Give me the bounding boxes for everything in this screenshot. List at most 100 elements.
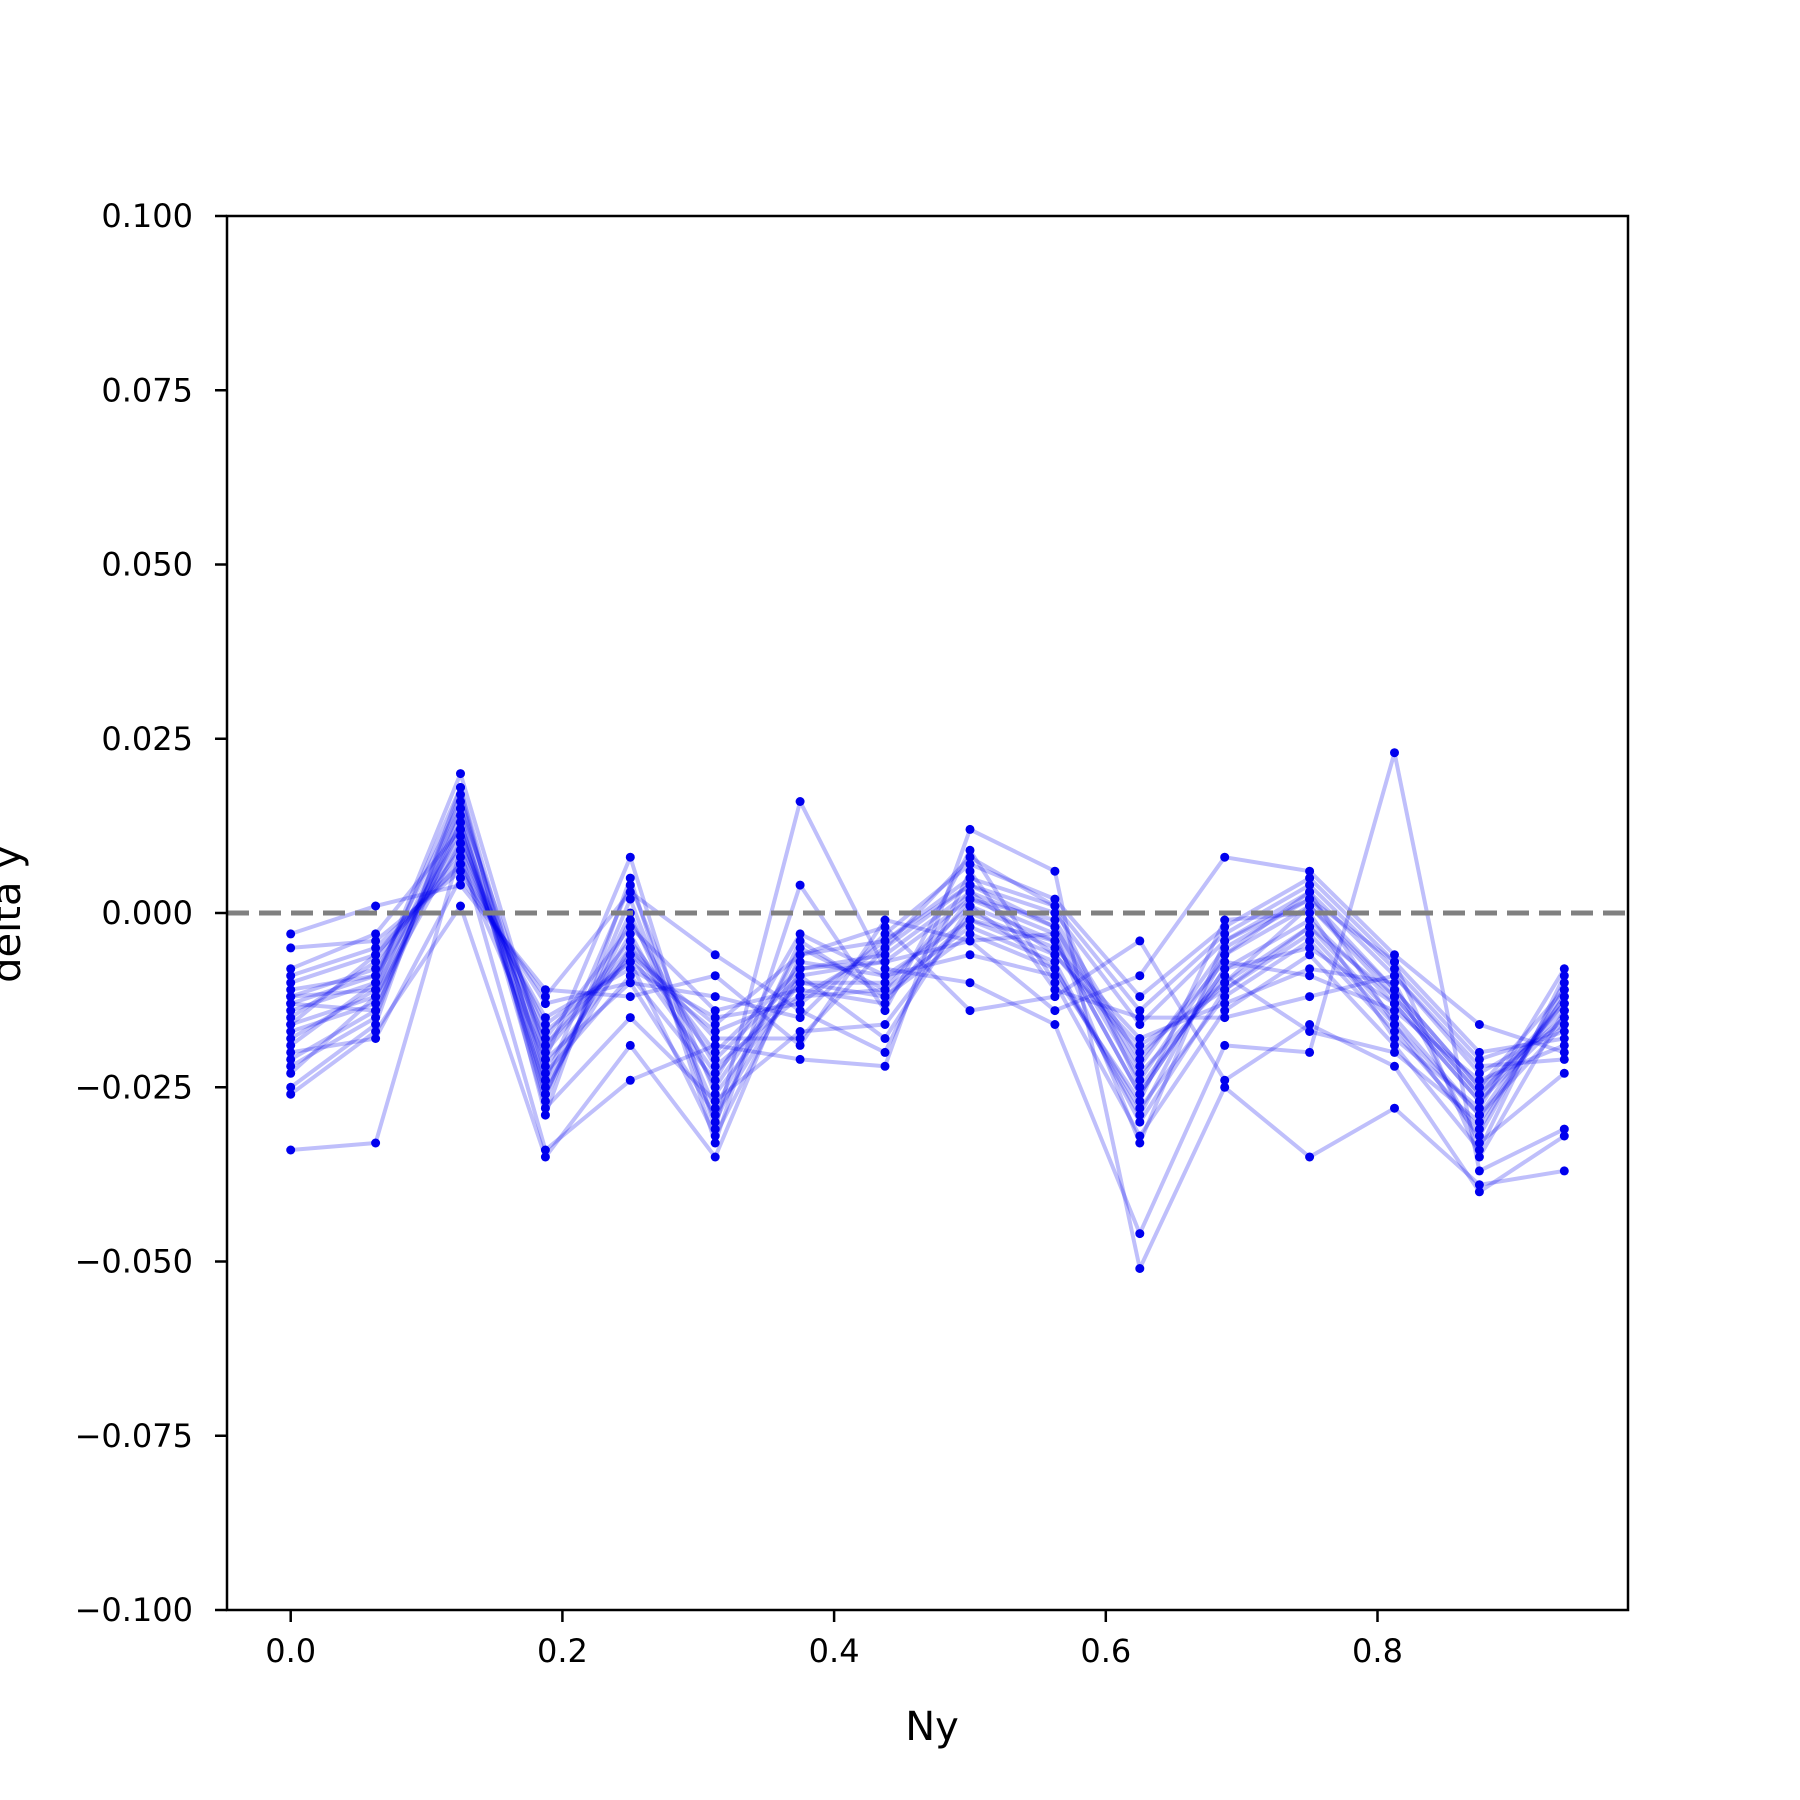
data-point-6-6 <box>710 1138 720 1148</box>
data-point-21-10 <box>1050 950 1060 960</box>
data-point-21-9 <box>965 887 975 897</box>
data-point-11-6 <box>710 1103 720 1113</box>
data-point-8-4 <box>540 1145 550 1155</box>
series-line-2 <box>290 827 1566 1118</box>
data-point-4-15 <box>1474 1124 1484 1134</box>
data-point-4-5 <box>625 894 635 904</box>
data-point-4-14 <box>1390 1027 1399 1036</box>
series-line-14 <box>289 904 1566 1194</box>
data-point-17-3 <box>456 797 465 806</box>
data-point-5-8 <box>880 929 890 939</box>
data-point-5-2 <box>371 936 381 946</box>
data-point-22-8 <box>880 1034 890 1043</box>
data-point-15-4 <box>540 1103 550 1113</box>
y-tick-label: 0.025 <box>101 720 193 758</box>
data-point-18-8 <box>880 1047 890 1057</box>
data-point-23-9 <box>965 880 975 890</box>
data-point-17-1 <box>286 985 296 995</box>
data-point-16-13 <box>1305 971 1315 981</box>
series-line-11 <box>289 792 1567 1138</box>
data-point-4-7 <box>795 936 805 946</box>
x-tick-label: 0.6 <box>1080 1632 1131 1670</box>
data-point-20-12 <box>1220 936 1230 946</box>
data-point-22-4 <box>540 1054 550 1064</box>
data-point-13-11 <box>1135 1229 1145 1239</box>
data-point-14-8 <box>880 922 890 932</box>
data-point-22-15 <box>1474 1110 1484 1120</box>
series-line-8 <box>290 827 1565 1271</box>
data-point-24-12 <box>1220 964 1230 974</box>
data-point-16-9 <box>965 894 975 904</box>
data-point-22-2 <box>371 950 381 960</box>
data-point-22-3 <box>456 859 465 869</box>
data-point-15-16 <box>1559 1068 1569 1078</box>
data-point-17-16 <box>1559 964 1569 974</box>
data-point-5-3 <box>456 866 465 876</box>
data-point-22-10 <box>1050 964 1060 974</box>
x-tick-label: 0.0 <box>265 1632 316 1670</box>
data-point-9-6 <box>710 1068 720 1078</box>
data-point-10-8 <box>880 950 890 960</box>
data-point-15-2 <box>371 999 381 1009</box>
data-point-16-12 <box>1220 957 1230 967</box>
series-line-15 <box>290 813 1566 1145</box>
data-point-24-10 <box>1050 936 1060 946</box>
data-point-16-5 <box>625 922 635 932</box>
data-point-24-3 <box>456 783 465 792</box>
data-point-24-4 <box>540 1075 550 1085</box>
data-point-17-9 <box>965 950 975 960</box>
data-point-7-2 <box>371 901 381 911</box>
data-point-19-4 <box>540 1082 550 1092</box>
data-point-8-7 <box>795 1054 805 1064</box>
data-point-12-5 <box>625 964 635 974</box>
series-line-18 <box>290 869 1565 1069</box>
data-point-15-13 <box>1305 964 1315 974</box>
data-point-3-4 <box>540 1020 550 1029</box>
series-line-3 <box>290 855 1566 1076</box>
data-point-10-12 <box>1220 943 1230 953</box>
data-point-16-10 <box>1050 915 1060 925</box>
data-point-13-15 <box>1474 1166 1484 1176</box>
data-point-23-16 <box>1559 985 1569 995</box>
data-point-13-12 <box>1220 1040 1230 1050</box>
data-point-21-3 <box>456 817 465 827</box>
y-tick-label: −0.100 <box>75 1591 193 1629</box>
x-tick-label: 0.2 <box>537 1632 588 1670</box>
data-point-18-7 <box>795 1006 805 1016</box>
series-line-19 <box>289 827 1566 1125</box>
data-point-8-8 <box>880 1061 890 1071</box>
data-point-10-3 <box>456 831 465 841</box>
data-point-22-13 <box>1305 887 1315 897</box>
data-point-21-8 <box>880 985 890 995</box>
y-tick-label: 0.050 <box>101 546 193 584</box>
data-point-13-9 <box>965 978 975 988</box>
x-tick-label: 0.4 <box>809 1632 860 1670</box>
data-point-6-15 <box>1474 1145 1484 1155</box>
data-point-7-5 <box>625 992 635 1002</box>
data-point-8-6 <box>710 1040 720 1050</box>
data-point-24-16 <box>1559 1013 1569 1023</box>
data-point-18-16 <box>1559 1054 1569 1064</box>
data-point-17-11 <box>1135 1096 1145 1106</box>
data-point-14-11 <box>1135 936 1145 946</box>
data-point-15-3 <box>456 810 465 820</box>
data-point-6-14 <box>1390 1040 1399 1050</box>
data-point-24-6 <box>710 1089 720 1099</box>
series-line-16 <box>289 848 1566 1083</box>
series-line-24 <box>289 785 1566 1104</box>
axes-layer: 0.0 0.2 0.4 0.6 0.8 −0.100 −0.075 −0.050 −0.025 0… <box>75 197 1630 1670</box>
data-point-12-4 <box>540 1013 550 1023</box>
data-point-4-12 <box>1220 992 1230 1002</box>
data-point-5-4 <box>540 999 550 1009</box>
data-point-21-13 <box>1305 922 1315 932</box>
data-point-17-10 <box>1050 971 1060 981</box>
data-point-23-4 <box>540 1040 550 1050</box>
data-point-11-15 <box>1474 1131 1484 1141</box>
data-point-1-6 <box>710 1054 720 1064</box>
data-point-20-10 <box>1050 929 1060 939</box>
data-point-6-11 <box>1135 1131 1145 1141</box>
data-point-15-10 <box>1050 943 1060 953</box>
data-point-18-12 <box>1220 1013 1230 1023</box>
data-point-23-2 <box>371 985 381 995</box>
